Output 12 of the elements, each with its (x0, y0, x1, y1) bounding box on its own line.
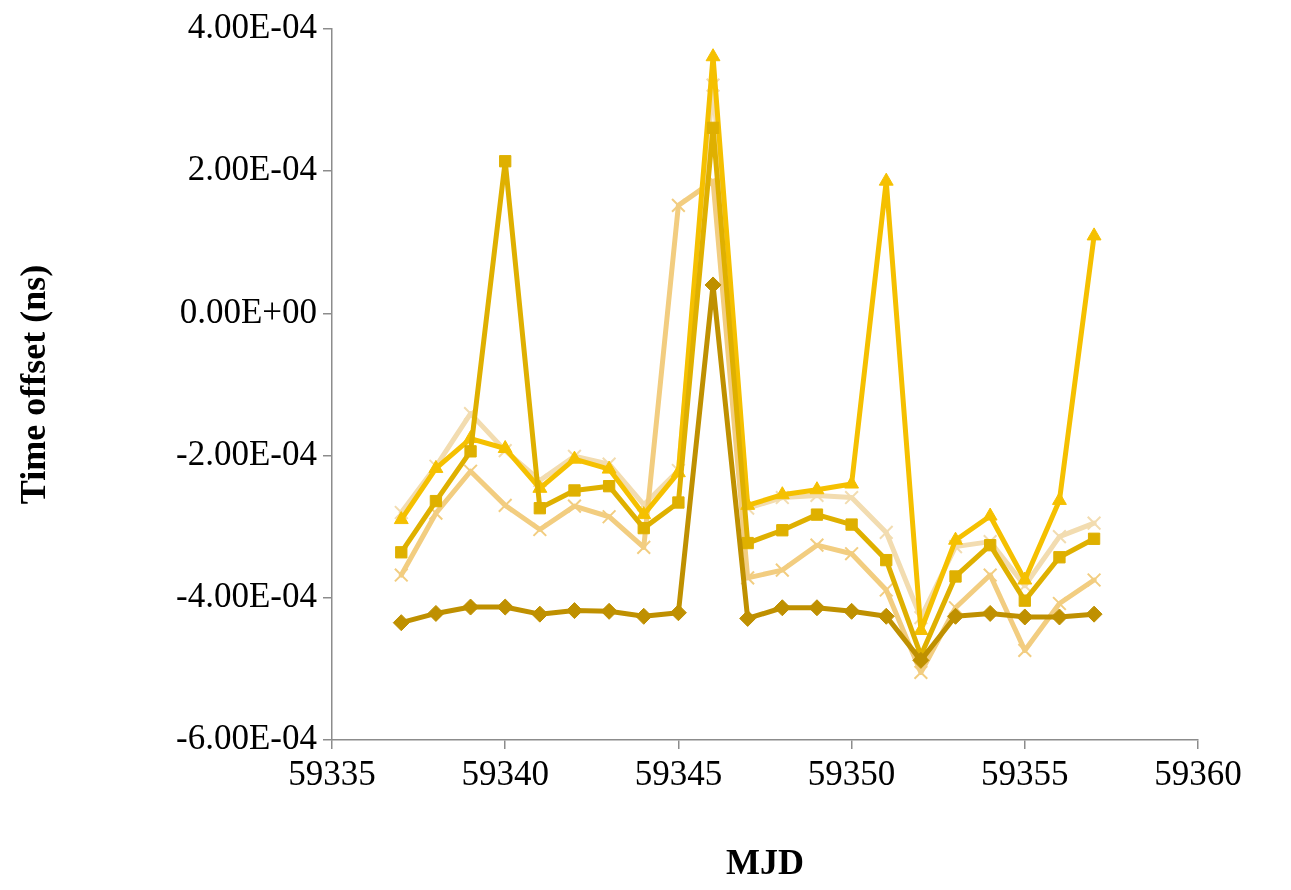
y-tick-label: -2.00E-04 (176, 433, 317, 473)
y-tick-label: 4.00E-04 (187, 7, 317, 47)
y-tick-label: 0.00E+00 (179, 291, 317, 331)
x-tick-label: 59350 (807, 754, 896, 794)
x-tick-label: 59355 (981, 754, 1069, 794)
x-tick-label: 59345 (634, 754, 723, 794)
y-tick-label: 2.00E-04 (187, 149, 317, 189)
x-tick-label: 59340 (461, 754, 549, 794)
x-tick-label: 59360 (1154, 754, 1242, 794)
y-tick-label: -4.00E-04 (176, 575, 317, 615)
y-axis-title: Time offset (ns) (12, 264, 53, 505)
x-axis-title: MJD (726, 841, 804, 882)
